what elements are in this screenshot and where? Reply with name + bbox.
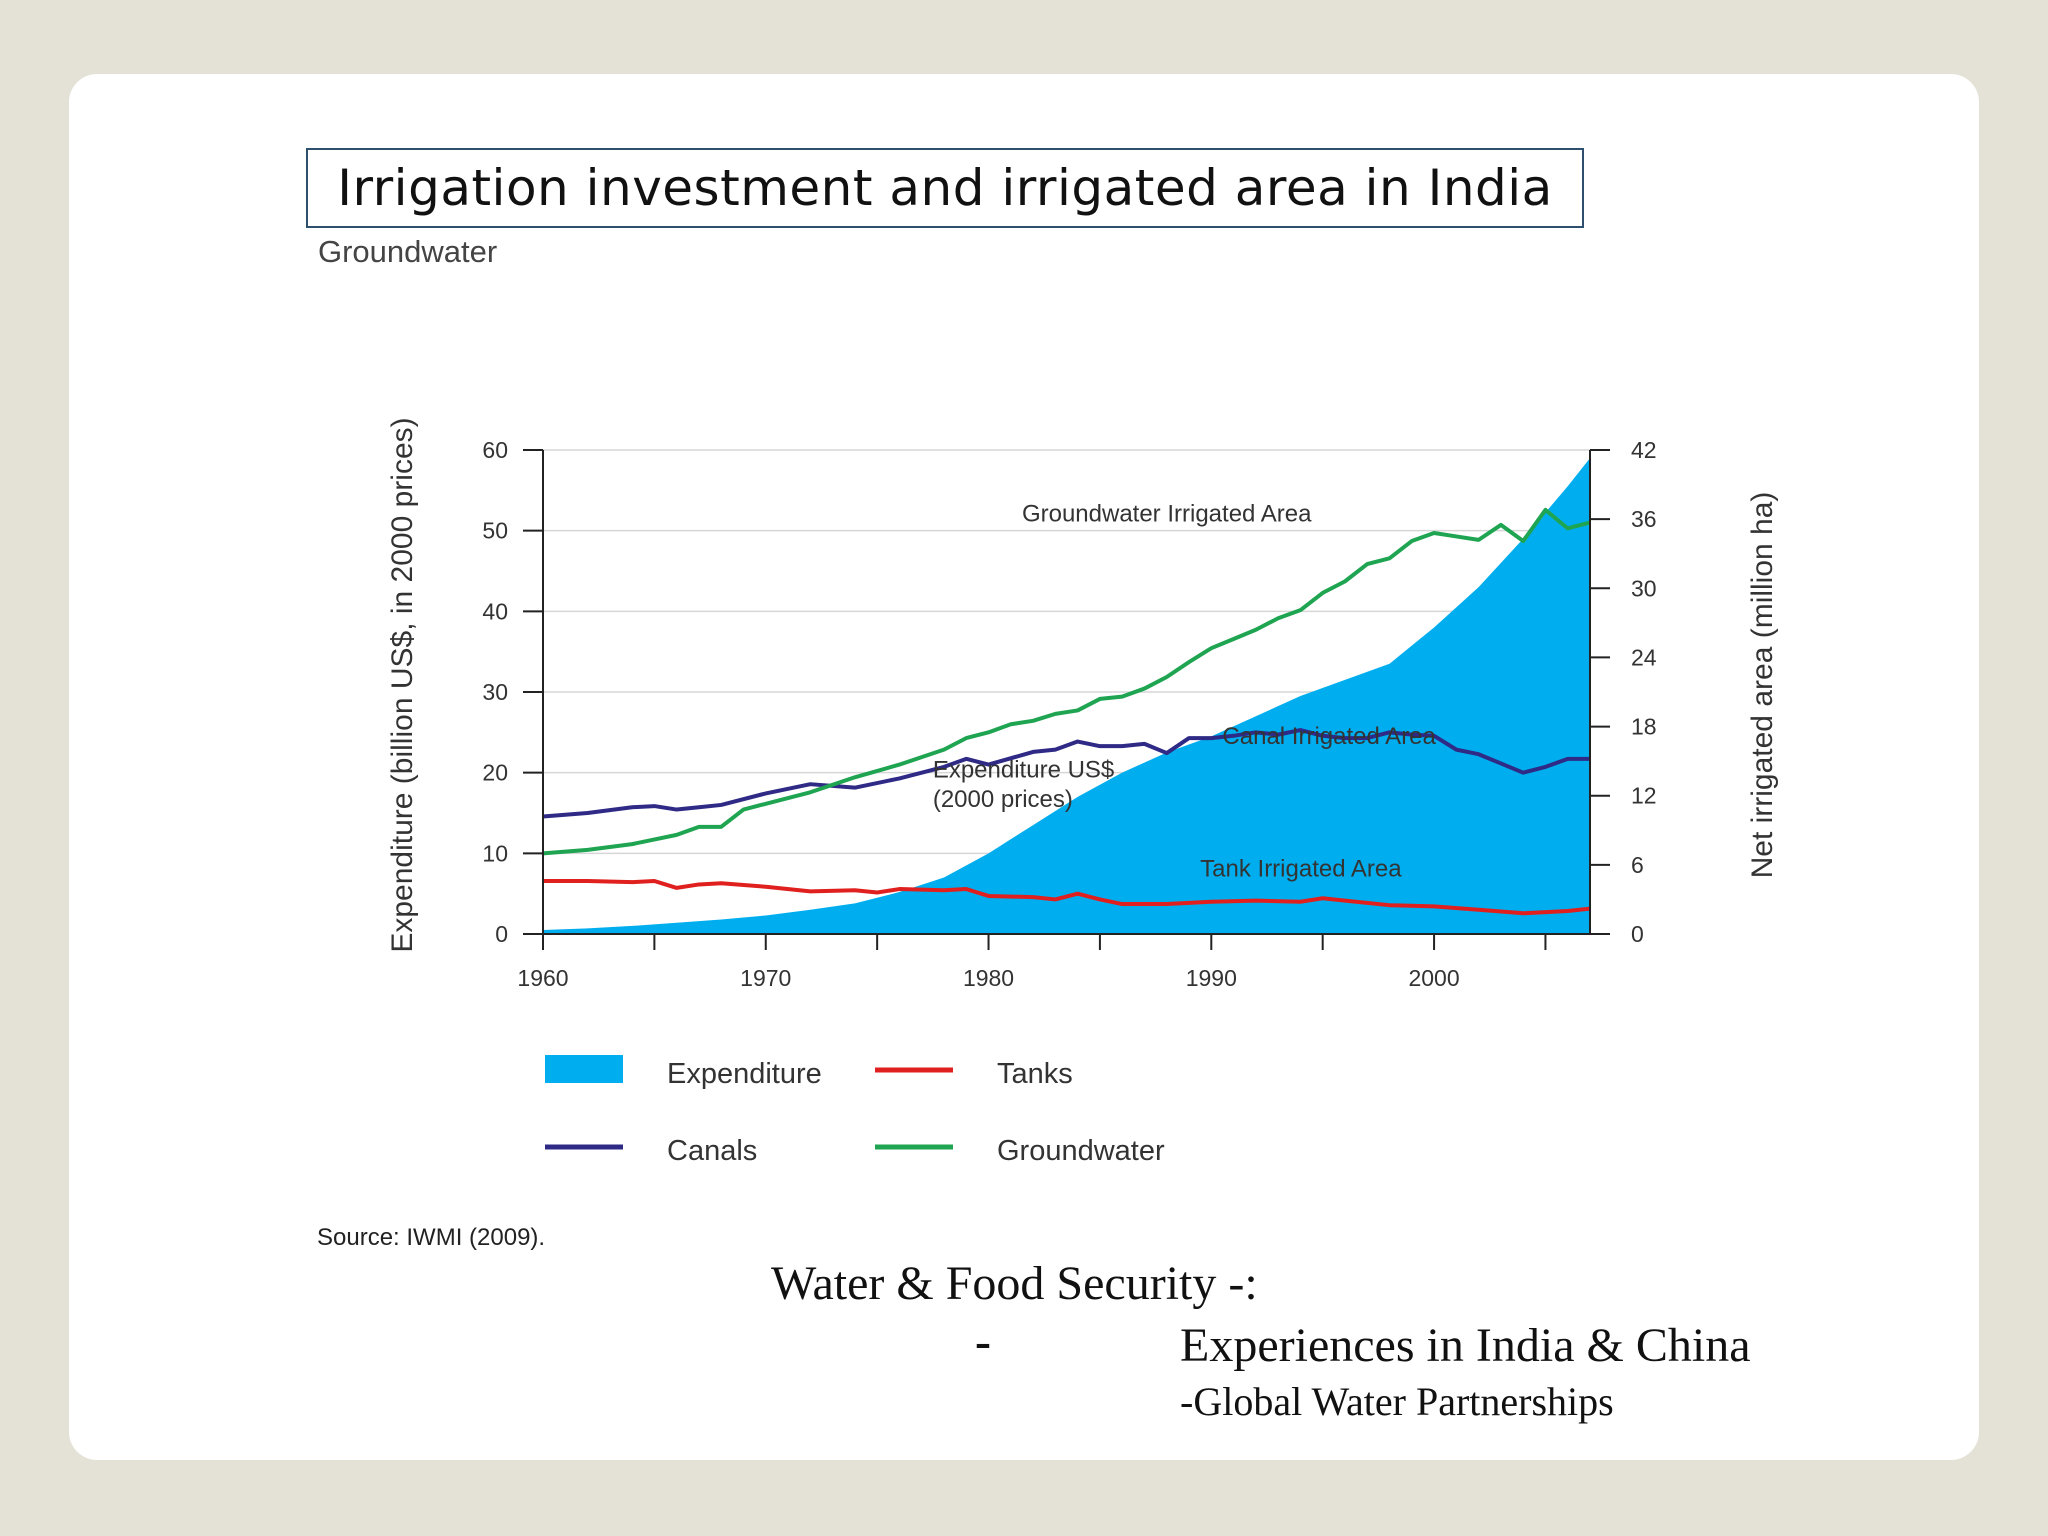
y-axis-title: Expenditure (billion US$, in 2000 prices… <box>386 417 419 952</box>
credit-line-experiences: Experiences in India & China <box>1180 1319 1751 1372</box>
y-tick-label: 20 <box>482 760 508 786</box>
canals-line <box>542 728 1590 819</box>
y2-tick-label: 42 <box>1631 437 1657 463</box>
chart-annotation: Tank Irrigated Area <box>1200 855 1402 882</box>
chart-annotation: Expenditure US$ <box>933 756 1114 783</box>
y-tick-label: 0 <box>495 921 508 947</box>
chart-title: Irrigation investment and irrigated area… <box>306 148 1584 228</box>
legend-label: Tanks <box>997 1058 1073 1090</box>
chart-annotation: (2000 prices) <box>933 786 1073 813</box>
chart-annotation: Canal Irrigated Area <box>1222 723 1436 750</box>
credit-heading: Water & Food Security -: <box>771 1257 1258 1310</box>
groundwater-line <box>542 507 1591 856</box>
y2-tick-label: 24 <box>1631 644 1657 670</box>
legend-label: Groundwater <box>997 1135 1165 1167</box>
x-tick-label: 2000 <box>1408 965 1459 991</box>
source-note: Source: IWMI (2009). <box>317 1224 546 1251</box>
legend-label: Canals <box>667 1135 757 1167</box>
legend-label: Expenditure <box>667 1058 822 1090</box>
y2-tick-label: 18 <box>1631 714 1657 740</box>
y2-tick-label: 6 <box>1631 852 1644 878</box>
y2-tick-label: 0 <box>1631 921 1644 947</box>
x-tick-label: 1980 <box>963 965 1014 991</box>
y2-tick-label: 12 <box>1631 783 1657 809</box>
chart-subtitle: Groundwater <box>318 234 498 269</box>
y2-tick-label: 36 <box>1631 506 1657 532</box>
y-tick-label: 60 <box>482 437 508 463</box>
tanks-line <box>543 878 1591 916</box>
y-tick-label: 40 <box>482 598 508 624</box>
expenditure-area <box>543 458 1590 934</box>
x-tick-label: 1960 <box>517 965 568 991</box>
y-tick-label: 50 <box>482 518 508 544</box>
y2-axis-title: Net irrigated area (million ha) <box>1746 492 1779 879</box>
x-tick-label: 1990 <box>1186 965 1237 991</box>
credit-line-partnerships: -Global Water Partnerships <box>1180 1379 1614 1424</box>
y2-tick-label: 30 <box>1631 575 1657 601</box>
x-tick-label: 1970 <box>740 965 791 991</box>
y-tick-label: 30 <box>482 679 508 705</box>
chart-annotation: Groundwater Irrigated Area <box>1022 500 1312 527</box>
y-tick-label: 10 <box>482 840 508 866</box>
legend-swatch-expenditure <box>545 1055 623 1083</box>
credit-dash: - <box>975 1315 991 1368</box>
slide-card <box>69 74 1979 1460</box>
